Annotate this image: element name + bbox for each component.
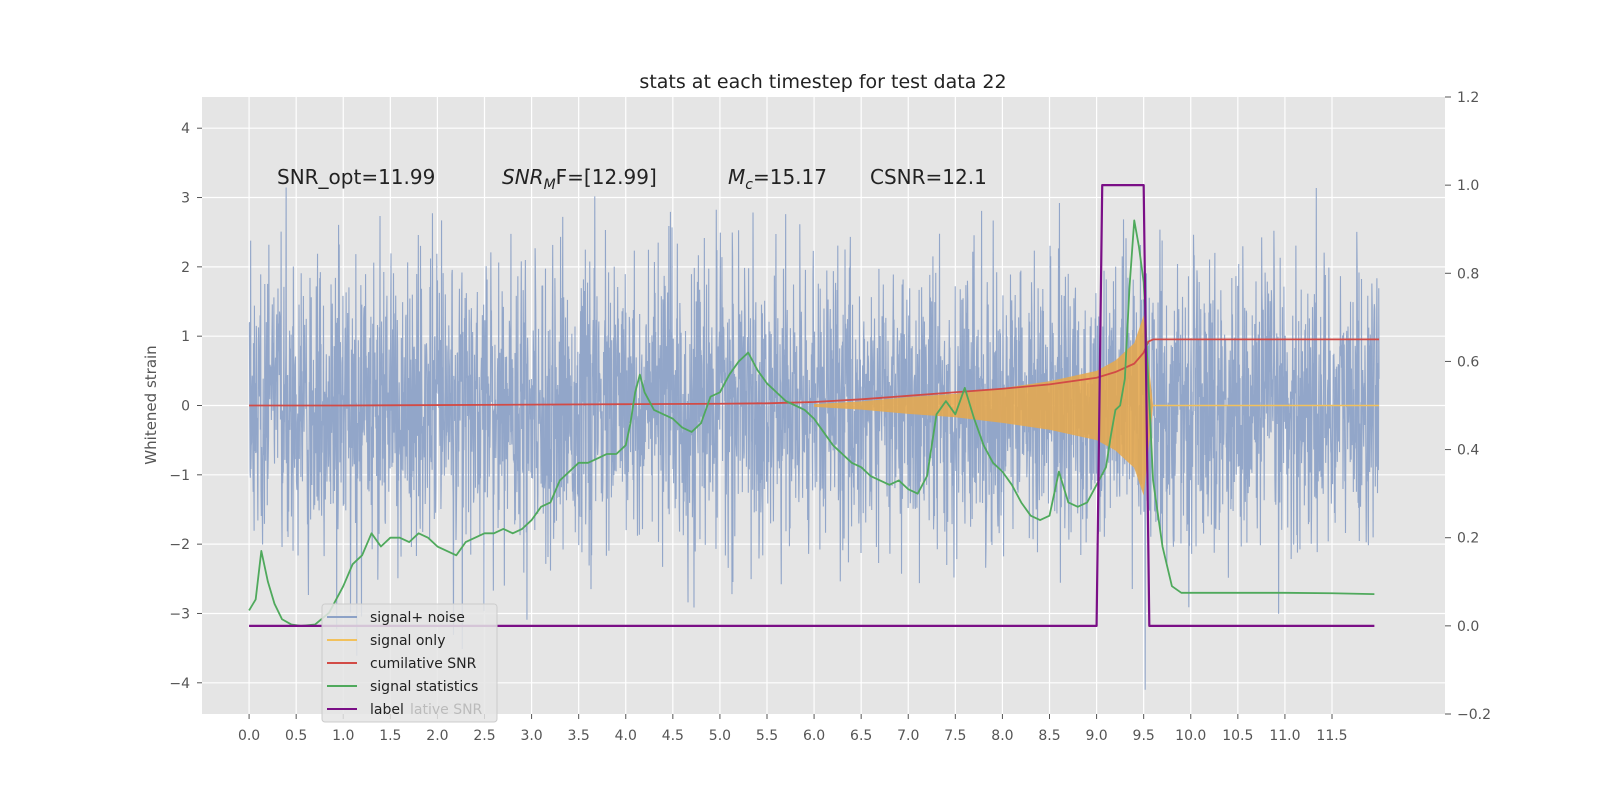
y-right-tick-label: 0.8: [1457, 266, 1479, 282]
y-left-tick-label: 0: [181, 399, 190, 415]
legend: signal+ noise signal only cumilative SNR…: [321, 603, 498, 723]
legend-item-signal-statistics: signal statistics: [327, 679, 478, 695]
x-tick-label: 1.0: [332, 728, 354, 744]
y-axis-left-ticks: 4 3 2 1 0 −1 −2 −3 −4: [169, 121, 202, 692]
legend-label-signal-only: signal only: [370, 633, 445, 649]
legend-item-signal-plus-noise: signal+ noise: [327, 610, 465, 626]
annotation-csnr: CSNR=12.1: [870, 165, 987, 189]
annotation-snr-mf-sub: M: [544, 177, 556, 193]
x-tick-label: 5.0: [709, 728, 731, 744]
y-right-tick-label: 0.0: [1457, 619, 1479, 635]
y-right-tick-label: 1.0: [1457, 178, 1479, 194]
x-tick-label: 7.5: [944, 728, 966, 744]
x-tick-label: 5.5: [756, 728, 778, 744]
x-tick-label: 4.5: [662, 728, 684, 744]
legend-item-label: label lative SNR: [327, 702, 483, 718]
annotations: SNR_opt=11.99 SNRMF=[12.99] Mc=15.17 CSN…: [277, 165, 987, 193]
x-tick-label: 3.0: [520, 728, 542, 744]
y-right-tick-label: −0.2: [1457, 707, 1491, 723]
y-left-tick-label: 2: [181, 260, 190, 276]
y-left-tick-label: 4: [181, 121, 190, 137]
cumilative-snr-line: [249, 338, 1380, 407]
x-tick-label: 4.0: [615, 728, 637, 744]
label-line: [249, 184, 1375, 627]
legend-ghost-text: lative SNR: [410, 702, 483, 718]
y-left-tick-label: 3: [181, 191, 190, 207]
x-tick-label: 6.5: [850, 728, 872, 744]
y-left-tick-label: 1: [181, 329, 190, 345]
annotation-snr-opt: SNR_opt=11.99: [277, 165, 435, 189]
signal-only-envelope: [814, 315, 1154, 496]
annotation-snr-mf: SNRMF=[12.99]: [502, 165, 657, 193]
x-tick-label: 11.0: [1269, 728, 1300, 744]
y-left-tick-label: −1: [169, 468, 190, 484]
y-left-tick-label: −3: [169, 606, 190, 622]
signal-statistics-line: [248, 219, 1375, 627]
x-tick-label: 7.0: [897, 728, 919, 744]
y-axis-right-ticks: 1.2 1.0 0.8 0.6 0.4 0.2 0.0 −0.2: [1445, 90, 1491, 723]
x-tick-label: 10.0: [1175, 728, 1206, 744]
annotation-mc-rest: =15.17: [753, 165, 827, 189]
x-tick-label: 8.5: [1038, 728, 1060, 744]
y-right-tick-label: 0.6: [1457, 354, 1479, 370]
x-axis-ticks: 0.0 0.5 1.0 1.5 2.0 2.5 3.0 3.5 4.0 4.5 5.0 5.5 6.0 6…: [238, 714, 1348, 744]
chart-title: stats at each timestep for test data 22: [639, 71, 1006, 93]
annotation-mc-sub: c: [745, 177, 753, 193]
x-tick-label: 10.5: [1222, 728, 1253, 744]
y-right-tick-label: 0.2: [1457, 531, 1479, 547]
annotation-mc-base: M: [728, 165, 745, 189]
legend-item-cumilative-snr: cumilative SNR: [327, 656, 477, 672]
series-signal-only: [814, 315, 1380, 496]
y-right-tick-label: 1.2: [1457, 90, 1479, 106]
annotation-snr-mf-rest: F=[12.99]: [556, 165, 657, 189]
x-tick-label: 11.5: [1316, 728, 1347, 744]
y-right-tick-label: 0.4: [1457, 443, 1479, 459]
legend-item-signal-only: signal only: [327, 633, 445, 649]
x-tick-label: 0.0: [238, 728, 260, 744]
x-tick-label: 2.5: [473, 728, 495, 744]
x-tick-label: 8.0: [991, 728, 1013, 744]
x-tick-label: 3.5: [568, 728, 590, 744]
series-lines: [248, 184, 1380, 627]
annotation-mc: Mc=15.17: [728, 165, 827, 193]
x-tick-label: 1.5: [379, 728, 401, 744]
y-left-tick-label: −4: [169, 676, 190, 692]
y-left-tick-label: −2: [169, 537, 190, 553]
x-tick-label: 2.0: [426, 728, 448, 744]
x-tick-label: 6.0: [803, 728, 825, 744]
y-axis-label: Whitened strain: [142, 345, 160, 464]
legend-label-signal-statistics: signal statistics: [370, 679, 478, 695]
legend-label-signal-plus-noise: signal+ noise: [370, 610, 465, 626]
annotation-snr-mf-base: SNR: [502, 165, 544, 189]
x-tick-label: 0.5: [285, 728, 307, 744]
x-tick-label: 9.0: [1085, 728, 1107, 744]
legend-label-label: label: [370, 702, 404, 718]
legend-box: [321, 603, 498, 723]
x-tick-label: 9.5: [1133, 728, 1155, 744]
legend-label-cumilative-snr: cumilative SNR: [370, 656, 477, 672]
